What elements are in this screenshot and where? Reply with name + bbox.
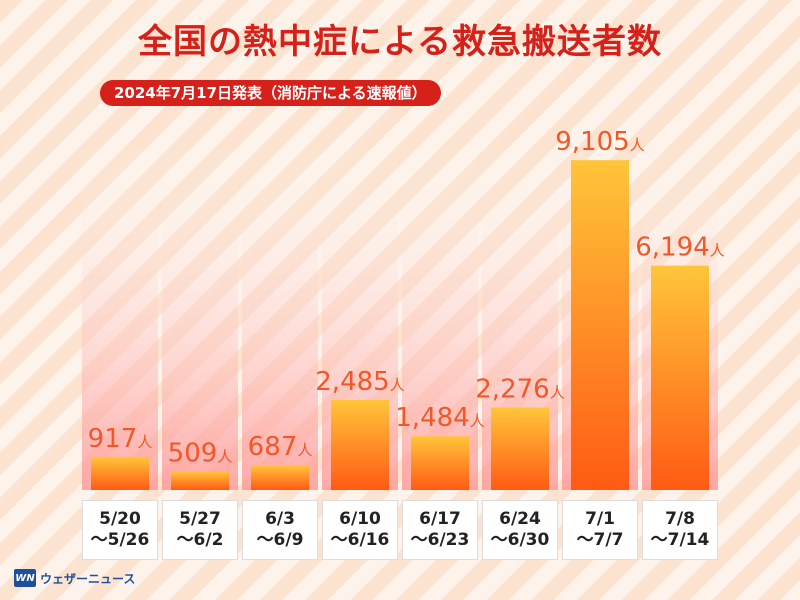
value-label-number: 917	[88, 424, 138, 454]
value-label: 9,105人	[555, 127, 644, 157]
x-tick-label-line: 6/17	[419, 509, 461, 529]
value-label-unit: 人	[217, 448, 232, 466]
value-label: 2,276人	[475, 375, 564, 405]
value-labels: 917人 509人 687人2,485人1,484人2,276人9,105人6,19…	[88, 127, 725, 468]
x-tick-label: 5/20 ～5/26	[82, 500, 158, 560]
x-tick-label-line: 7/8	[665, 509, 695, 529]
x-tick-label: 5/27 ～6/2	[162, 500, 238, 560]
value-label-unit: 人	[630, 136, 645, 154]
x-tick-label: 7/1 ～7/7	[562, 500, 638, 560]
value-label: 1,484人	[395, 403, 484, 433]
column-background	[402, 140, 478, 490]
value-label-unit: 人	[470, 412, 485, 430]
chart-title: 全国の熱中症による救急搬送者数	[138, 22, 662, 62]
value-label-unit: 人	[297, 441, 312, 459]
value-label-unit: 人	[390, 376, 405, 394]
x-tick-label-line: ～7/14	[650, 530, 710, 550]
value-label-number: 2,485	[315, 367, 389, 397]
x-tick-label-line: ～6/9	[256, 530, 304, 550]
value-label: 509人	[168, 439, 233, 469]
x-tick-label-line: 5/27	[179, 509, 221, 529]
bar	[491, 407, 549, 490]
bar	[171, 471, 229, 490]
bar	[571, 160, 629, 490]
value-label-number: 9,105	[555, 127, 629, 157]
weathernews-logo-icon: WN	[14, 569, 36, 587]
column-background	[162, 140, 238, 490]
x-tick-label-line: ～6/2	[176, 530, 224, 550]
bar	[91, 456, 149, 490]
bar	[331, 399, 389, 490]
x-tick-label-line: ～7/7	[576, 530, 624, 550]
x-tick-label-line: 5/20	[99, 509, 141, 529]
column-background	[242, 140, 318, 490]
bar	[411, 436, 469, 490]
bar	[251, 465, 309, 490]
x-tick-label: 7/8 ～7/14	[642, 500, 718, 560]
x-tick-label-line: ～5/26	[90, 530, 150, 550]
value-label: 2,485人	[315, 367, 404, 397]
value-label-unit: 人	[710, 242, 725, 260]
x-tick-label-line: 6/24	[499, 509, 541, 529]
chart-subtitle: 2024年7月17日発表（消防庁による速報値）	[100, 80, 441, 106]
value-label-number: 1,484	[395, 403, 469, 433]
value-label-number: 687	[248, 432, 298, 462]
value-label-number: 6,194	[635, 233, 709, 263]
bar	[651, 265, 709, 490]
weathernews-logo-text: ウェザーニュース	[40, 571, 136, 586]
x-tick-label-line: 7/1	[585, 509, 615, 529]
x-tick-label-line: ～6/30	[490, 530, 550, 550]
x-tick-label: 6/10 ～6/16	[322, 500, 398, 560]
x-tick-label-line: 6/10	[339, 509, 381, 529]
x-tick-label: 6/3 ～6/9	[242, 500, 318, 560]
weathernews-logo: WN ウェザーニュース	[14, 566, 135, 590]
value-label-unit: 人	[137, 433, 152, 451]
x-tick-label-line: 6/3	[265, 509, 295, 529]
value-label-number: 509	[168, 439, 218, 469]
bars	[91, 160, 709, 490]
x-tick-label-line: ～6/16	[330, 530, 390, 550]
value-label-number: 2,276	[475, 375, 549, 405]
column-background	[82, 140, 158, 490]
value-label: 687人	[248, 432, 313, 462]
value-label-unit: 人	[550, 384, 565, 402]
x-tick-label: 6/17 ～6/23	[402, 500, 478, 560]
x-tick-label-line: ～6/23	[410, 530, 470, 550]
value-label: 6,194人	[635, 233, 724, 263]
x-tick-label: 6/24 ～6/30	[482, 500, 558, 560]
value-label: 917人	[88, 424, 153, 454]
